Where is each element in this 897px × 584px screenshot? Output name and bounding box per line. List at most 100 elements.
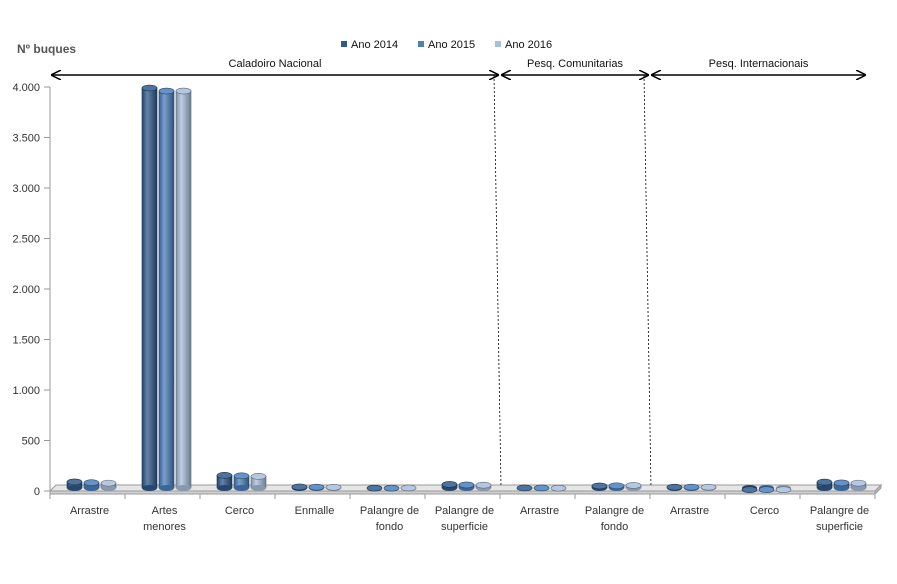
region-annotations: Caladoiro Nacional Pesq. Comunitarias Pesq… — [52, 58, 865, 488]
bar-base — [159, 485, 174, 491]
bar-base — [217, 485, 232, 491]
bar-series — [66, 84, 867, 493]
category-label: Cerco — [225, 505, 254, 517]
bar-top-cap — [533, 484, 550, 492]
legend-item: Ano 2014 — [341, 39, 398, 51]
bar — [591, 482, 608, 491]
bar — [250, 473, 267, 491]
legend-item: Ano 2016 — [495, 39, 552, 51]
bar-top-cap — [550, 484, 567, 492]
y-tick-label: 2.000 — [12, 284, 40, 296]
region-label: Pesq. Comunitarias — [527, 58, 623, 70]
bar-base — [142, 485, 157, 491]
bar-base — [851, 485, 866, 491]
legend-label: Ano 2016 — [505, 39, 552, 51]
bar-base — [251, 485, 266, 491]
legend-swatch — [495, 41, 501, 47]
bar — [458, 481, 475, 491]
category-label: superficie — [441, 521, 488, 533]
bar-body — [141, 87, 158, 489]
bar-top-cap — [291, 483, 308, 491]
bar-top-cap — [441, 481, 458, 488]
bar-top-cap — [850, 479, 867, 487]
bar-top-cap — [383, 484, 400, 492]
bar — [775, 485, 792, 493]
bar — [383, 484, 400, 492]
region-label: Caladoiro Nacional — [229, 58, 322, 70]
category-label: fondo — [376, 521, 404, 533]
bar — [758, 485, 775, 493]
bar — [216, 472, 233, 491]
bar — [741, 485, 758, 493]
y-tick-label: 3.500 — [12, 133, 40, 145]
floor-side — [874, 483, 882, 496]
legend-label: Ano 2014 — [351, 39, 398, 51]
bar-top-cap — [758, 486, 775, 493]
region-divider — [493, 74, 502, 488]
y-axis-title: Nº buques — [17, 42, 76, 56]
category-label: Arrastre — [670, 505, 709, 517]
bar-top-cap — [608, 482, 625, 490]
category-label: Palangre de — [360, 505, 419, 517]
category-label: Enmalle — [295, 505, 335, 517]
bar-top-cap — [666, 483, 683, 491]
bar-base — [234, 485, 249, 491]
bar-top-cap — [741, 486, 758, 493]
bar — [700, 483, 717, 491]
bar-top-cap — [816, 478, 833, 486]
bar-top-cap — [683, 483, 700, 491]
bar-top-cap — [158, 87, 175, 95]
legend-swatch — [418, 41, 424, 47]
bar — [550, 484, 567, 492]
bar-top-cap — [475, 481, 492, 489]
bar — [475, 481, 492, 491]
y-axis-ticks: 0 500 1.000 1.500 2.000 2.500 3.000 3.500 4.000 — [12, 82, 51, 498]
bar-top-cap — [141, 84, 158, 92]
bar-top-cap — [100, 479, 117, 487]
bar — [83, 479, 100, 491]
bar-base — [817, 485, 832, 491]
bar-base — [834, 485, 849, 491]
category-label: Palangre de — [435, 505, 494, 517]
y-tick-label: 0 — [34, 486, 40, 498]
bar-body — [175, 90, 192, 489]
bar-top-cap — [308, 483, 325, 491]
y-tick-label: 500 — [22, 436, 40, 448]
bar — [366, 484, 383, 492]
bar-base — [67, 485, 82, 491]
bar — [66, 478, 83, 491]
bar-top-cap — [216, 472, 233, 479]
bar — [516, 484, 533, 492]
category-label: Arrastre — [70, 505, 109, 517]
y-tick-label: 1.500 — [12, 335, 40, 347]
bar-top-cap — [83, 479, 100, 487]
bar — [325, 483, 342, 491]
bar — [816, 478, 833, 491]
legend-label: Ano 2015 — [428, 39, 475, 51]
bar-top-cap — [366, 484, 383, 492]
bar — [141, 84, 158, 491]
bar — [100, 479, 117, 491]
bar-top-cap — [700, 483, 717, 491]
bar — [666, 483, 683, 491]
category-label: fondo — [601, 521, 629, 533]
bar — [608, 482, 625, 491]
bar-top-cap — [833, 479, 850, 487]
y-tick-label: 4.000 — [12, 82, 40, 94]
bar — [850, 479, 867, 491]
legend-item: Ano 2015 — [418, 39, 475, 51]
region-divider — [643, 74, 652, 488]
category-label: Cerco — [750, 505, 779, 517]
bar — [441, 481, 458, 491]
region-label: Pesq. Internacionais — [709, 58, 809, 70]
bar — [158, 87, 175, 491]
y-tick-label: 1.000 — [12, 385, 40, 397]
category-label: Artes — [152, 505, 178, 517]
bar-top-cap — [66, 478, 83, 486]
category-label: Palangre de — [810, 505, 869, 517]
bar-top-cap — [325, 483, 342, 491]
bar-base — [176, 485, 191, 491]
bar — [533, 484, 550, 492]
bar-top-cap — [516, 484, 533, 492]
